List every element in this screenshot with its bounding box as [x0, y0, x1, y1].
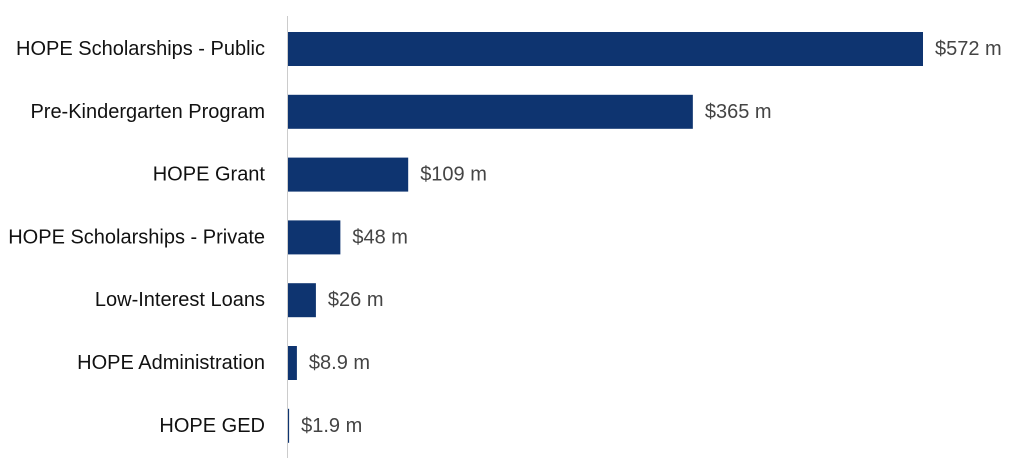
- category-label: Pre-Kindergarten Program: [30, 101, 265, 123]
- value-label: $109 m: [420, 164, 487, 186]
- value-label: $8.9 m: [309, 352, 370, 374]
- bar-6: [287, 408, 290, 443]
- bar-0: [287, 32, 923, 66]
- value-label: $572 m: [935, 38, 1002, 60]
- value-label: $48 m: [352, 226, 408, 248]
- bar-3: [287, 220, 341, 255]
- category-label: Low-Interest Loans: [95, 289, 265, 311]
- value-label: $365 m: [705, 101, 772, 123]
- category-label: HOPE Scholarships - Public: [16, 38, 265, 60]
- category-label: HOPE Administration: [77, 352, 265, 374]
- labels-group: HOPE Scholarships - Public $572 m Pre-Kind…: [8, 38, 1001, 437]
- category-label: HOPE Grant: [153, 164, 266, 186]
- bar-1: [287, 94, 693, 129]
- bars-group: [287, 32, 923, 443]
- bar-2: [287, 157, 409, 192]
- bar-4: [287, 283, 316, 318]
- category-label: HOPE Scholarships - Private: [8, 226, 265, 248]
- value-label: $1.9 m: [301, 415, 362, 437]
- value-label: $26 m: [328, 289, 384, 311]
- category-label: HOPE GED: [159, 415, 265, 437]
- bar-5: [287, 346, 297, 380]
